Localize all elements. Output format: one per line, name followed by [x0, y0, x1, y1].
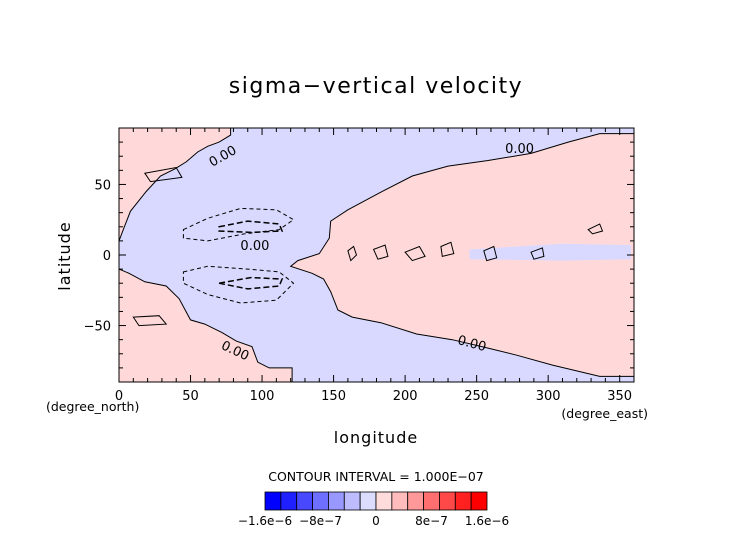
x-axis-label: longitude — [334, 428, 418, 447]
dashed-contour-2 — [218, 220, 284, 234]
contour-island-5 — [530, 247, 545, 260]
y-axis-label: latitude — [55, 221, 74, 290]
colorbar-tick-label: 1.6e−6 — [465, 514, 509, 528]
dashed-contour-1 — [182, 265, 295, 304]
contour-label-2: 0.00 — [240, 239, 269, 254]
y-axis: −50 0 50 — [84, 127, 634, 383]
colorbar-swatch-2 — [296, 491, 313, 511]
x-tick-label: 350 — [607, 389, 632, 404]
colorbar: −1.6e−6 −8e−7 0 8e−7 1.6e−6 — [238, 491, 509, 528]
colorbar-tick-label: 0 — [372, 514, 380, 528]
colorbar-tick-label: −1.6e−6 — [238, 514, 292, 528]
contour-lines — [118, 127, 635, 383]
y-tick-label: 50 — [94, 178, 111, 193]
colorbar-swatch-12 — [454, 491, 472, 511]
chart-title: sigma−vertical velocity — [229, 74, 523, 99]
negative-band-0 — [469, 243, 632, 261]
contour-island-6 — [587, 223, 604, 235]
plot-area: 0.00 0.000.000.00 0.00 — [118, 127, 635, 383]
colorbar-swatch-0 — [264, 491, 282, 511]
x-axis: 0 50 100 150 200 250 300 350 — [115, 128, 635, 404]
contour-island-4 — [483, 245, 498, 262]
contour-island-0 — [347, 245, 358, 262]
contour-interval-note: CONTOUR INTERVAL = 1.000E−07 — [268, 469, 484, 484]
positive-regions — [119, 128, 634, 382]
zero-contour-2 — [289, 133, 635, 377]
x-tick-label: 250 — [464, 389, 489, 404]
y-axis-unit: (degree_north) — [46, 399, 139, 414]
x-axis-unit: (degree_east) — [561, 406, 648, 421]
colorbar-swatch-13 — [470, 491, 488, 511]
colorbar-swatch-6 — [359, 491, 377, 511]
colorbar-swatch-10 — [423, 491, 440, 511]
colorbar-tick-label: 8e−7 — [415, 514, 448, 528]
x-tick-label: 100 — [250, 389, 275, 404]
colorbar-swatch-11 — [439, 491, 456, 511]
x-tick-label: 150 — [321, 389, 346, 404]
colorbar-tick-label: −8e−7 — [299, 514, 342, 528]
positive-region-2 — [290, 133, 634, 377]
colorbar-swatch-9 — [407, 491, 424, 511]
colorbar-swatch-8 — [391, 491, 409, 511]
x-tick-label: 300 — [536, 389, 561, 404]
contour-island-3 — [440, 241, 455, 258]
colorbar-swatch-4 — [328, 491, 345, 511]
colorbar-swatch-3 — [312, 491, 329, 511]
zero-contour-1 — [118, 268, 293, 383]
colorbar-swatch-5 — [343, 491, 361, 511]
colorbar-swatch-1 — [280, 491, 298, 511]
contour-label-1: 0.00 — [505, 142, 534, 157]
colorbar-swatch-7 — [375, 491, 393, 511]
x-tick-label: 0 — [115, 389, 123, 404]
contour-island-7 — [143, 166, 183, 183]
contour-island-1 — [372, 244, 389, 260]
contour-label-4: 0.00 — [456, 333, 488, 355]
contour-island-2 — [404, 245, 426, 262]
positive-region-0 — [119, 128, 231, 241]
zero-contour-0 — [118, 127, 232, 242]
contour-island-8 — [132, 315, 168, 327]
dashed-contour-0 — [182, 207, 295, 242]
y-tick-label: 0 — [103, 249, 111, 264]
x-tick-label: 200 — [393, 389, 418, 404]
positive-region-1 — [119, 269, 293, 382]
dashed-contour-3 — [218, 276, 284, 290]
x-tick-label: 50 — [182, 389, 199, 404]
y-tick-label: −50 — [84, 320, 111, 335]
